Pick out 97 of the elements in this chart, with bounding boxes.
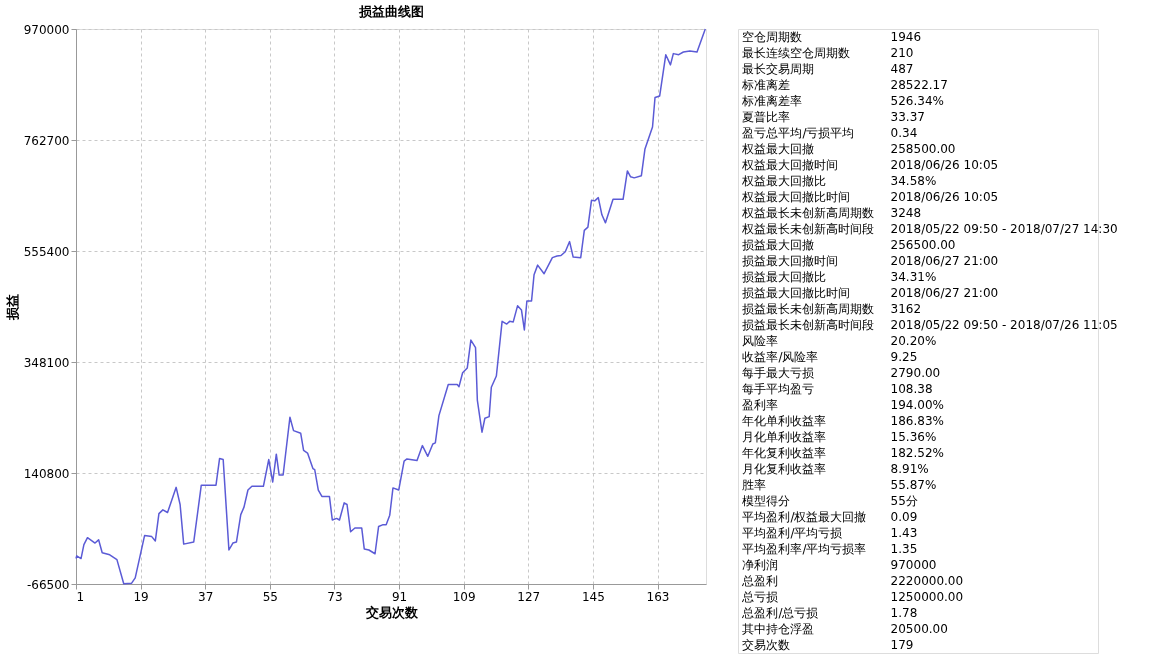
x-tick-label: 55 (262, 589, 278, 604)
text: 186.83% (890, 414, 944, 428)
text: 权益最大回撤 (741, 142, 815, 156)
y-tick-label: 762700 (23, 133, 70, 148)
text: 1946 (890, 30, 922, 44)
text: 258500.00 (890, 142, 956, 156)
x-tick-label: 109 (452, 589, 476, 604)
text: 空仓周期数 (742, 30, 803, 44)
text: 2018/06/27 21:00 (890, 254, 999, 268)
text: 55分 (890, 494, 918, 508)
chart-title: 损益曲线图 (357, 4, 424, 19)
text: 总亏损 (741, 590, 779, 604)
y-tick-label: 140800 (23, 466, 70, 481)
text: 2790.00 (890, 366, 941, 380)
text: 34.31% (890, 270, 937, 284)
y-tick-label: 348100 (23, 355, 70, 370)
text: 总盈利 (741, 574, 779, 588)
text: 3248 (890, 206, 922, 220)
text: 2018/05/22 09:50 - 2018/07/26 11:05 (890, 318, 1118, 332)
y-tick-label: 555400 (23, 244, 70, 259)
text: 20.20% (890, 334, 937, 348)
text: 1250000.00 (890, 590, 964, 604)
x-tick-label: 163 (646, 589, 670, 604)
text: 28522.17 (890, 78, 948, 92)
text: 其中持仓浮盈 (742, 622, 815, 636)
text: 34.58% (890, 174, 937, 188)
text: 2018/06/26 10:05 (890, 190, 999, 204)
text: 8.91% (890, 462, 929, 476)
text: 损益最长未创新高周期数 (742, 302, 875, 316)
text: 179 (890, 638, 914, 652)
text: 0.09 (890, 510, 918, 524)
text: 平均盈利/权益最大回撤 (742, 510, 867, 524)
text: 权益最大回撤比时间 (741, 190, 851, 204)
text: 年化单利收益率 (742, 414, 827, 428)
text: 胜率 (742, 478, 767, 492)
text: 损益最长未创新高时间段 (742, 318, 875, 332)
x-tick-label: 1 (76, 589, 85, 604)
y-tick-label: -66500 (26, 577, 70, 592)
text: 损益最大回撤比 (742, 270, 827, 284)
text: 平均盈利/平均亏损 (742, 526, 843, 540)
x-tick-label: 91 (391, 589, 408, 604)
text: 平均盈利率/平均亏损率 (742, 542, 867, 556)
x-tick-label: 73 (327, 589, 343, 604)
text: 损益最大回撤比时间 (742, 286, 851, 300)
text: 模型得分 (742, 494, 791, 508)
x-tick-label: 19 (133, 589, 149, 604)
text: 9.25 (890, 350, 918, 364)
text: 33.37 (890, 110, 925, 124)
text: 权益最大回撤时间 (741, 158, 839, 172)
x-axis-title: 交易次数 (364, 604, 419, 620)
text: 1.35 (890, 542, 918, 556)
text: 收益率/风险率 (742, 350, 819, 364)
text: 2018/06/27 21:00 (890, 286, 999, 300)
text: 487 (890, 62, 914, 76)
text: 每手最大亏损 (742, 366, 815, 380)
text: 月化单利收益率 (742, 430, 827, 444)
text: 交易次数 (742, 638, 791, 652)
text: 损益最大回撤时间 (742, 254, 839, 268)
text: 0.34 (890, 126, 918, 140)
text: 每手平均盈亏 (742, 382, 815, 396)
text: 970000 (890, 558, 937, 572)
text: 194.00% (890, 398, 944, 412)
text: 最长连续空仓周期数 (742, 46, 851, 60)
text: 权益最长未创新高周期数 (741, 206, 875, 220)
y-axis-title: 损益 (4, 294, 20, 321)
text: 净利润 (742, 558, 779, 572)
text: 年化复利收益率 (742, 446, 827, 460)
text: 1.43 (890, 526, 918, 540)
y-tick-label: 970000 (23, 22, 70, 37)
text: 盈利率 (742, 398, 779, 412)
text: 3162 (890, 302, 922, 316)
text: 标准离差率 (741, 94, 803, 108)
text: 最长交易周期 (742, 62, 815, 76)
text: 风险率 (742, 334, 779, 348)
text: 2220000.00 (890, 574, 964, 588)
text: 权益最长未创新高时间段 (741, 222, 875, 236)
text: 182.52% (890, 446, 944, 460)
x-tick-label: 127 (517, 589, 541, 604)
text: 55.87% (890, 478, 937, 492)
text: 标准离差 (741, 78, 791, 92)
text: 月化复利收益率 (742, 462, 827, 476)
text: 1.78 (890, 606, 918, 620)
x-tick-label: 37 (198, 589, 214, 604)
text: 256500.00 (890, 238, 956, 252)
text: 2018/05/22 09:50 - 2018/07/27 14:30 (890, 222, 1118, 236)
text: 108.38 (890, 382, 933, 396)
x-tick-label: 145 (581, 589, 605, 604)
text: 权益最大回撤比 (741, 174, 827, 188)
text: 夏普比率 (742, 110, 791, 124)
text: 210 (890, 46, 914, 60)
text: 20500.00 (890, 622, 948, 636)
text: 损益最大回撤 (742, 238, 815, 252)
text: 526.34% (890, 94, 944, 108)
text: 盈亏总平均/亏损平均 (742, 126, 855, 140)
text: 2018/06/26 10:05 (890, 158, 999, 172)
text: 总盈利/总亏损 (741, 606, 819, 620)
text: 15.36% (890, 430, 937, 444)
